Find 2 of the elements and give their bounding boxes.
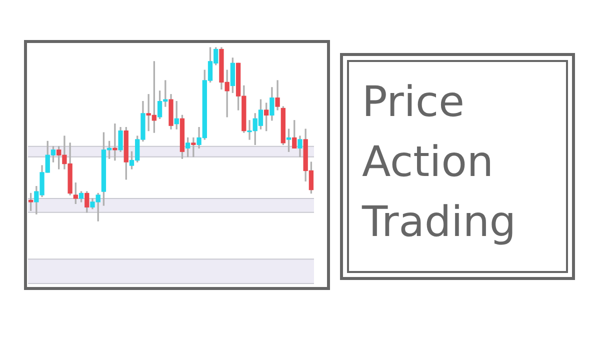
text: Price Action Trading [362,76,518,248]
candlestick [191,137,196,158]
